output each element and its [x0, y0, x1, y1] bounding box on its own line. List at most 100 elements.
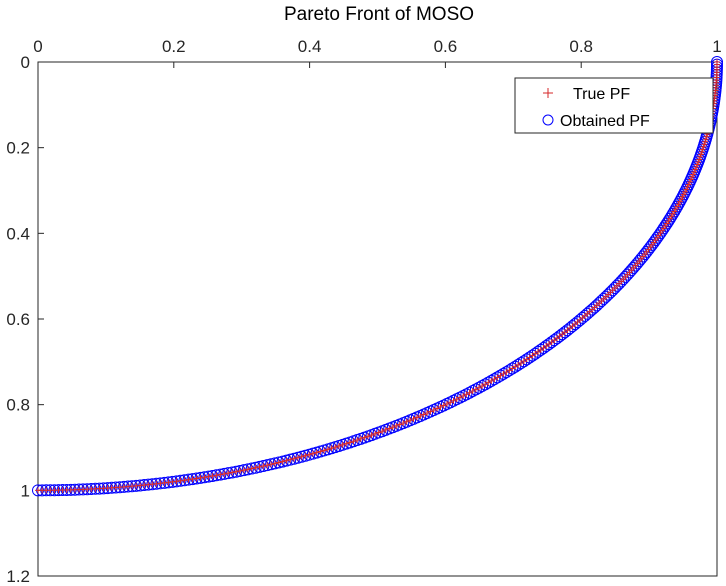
true-pf-point — [328, 445, 335, 452]
y-tick-label: 0.8 — [6, 396, 30, 415]
true-pf-point — [475, 384, 482, 391]
true-pf-point — [372, 430, 379, 437]
true-pf-point — [692, 166, 699, 173]
obtained-pf-point — [597, 292, 610, 305]
x-tick-label: 0.8 — [569, 37, 593, 56]
obtained-pf-point — [245, 462, 258, 475]
true-pf-point — [332, 444, 339, 451]
obtained-pf-point — [237, 464, 250, 477]
obtained-pf-point — [593, 297, 606, 310]
true-pf-point — [463, 391, 470, 398]
legend-plus-marker — [543, 88, 553, 98]
obtained-pf-point — [226, 466, 239, 479]
obtained-pf-point — [613, 277, 626, 290]
obtained-pf-point — [178, 474, 191, 487]
legend-circle-marker — [542, 114, 554, 126]
obtained-pf-point — [485, 374, 498, 387]
obtained-pf-point — [174, 474, 187, 487]
plot-area — [37, 61, 718, 577]
true-pf-point — [294, 454, 301, 461]
true-pf-point — [279, 458, 286, 465]
true-pf-point — [693, 164, 700, 171]
obtained-pf-point — [472, 381, 485, 394]
true-pf-point — [283, 457, 290, 464]
true-pf-point — [430, 407, 437, 414]
true-pf-point — [302, 452, 309, 459]
true-pf-point — [244, 466, 251, 473]
true-pf-point — [324, 446, 331, 453]
obtained-pf-point — [512, 358, 525, 371]
true-pf-point — [361, 434, 368, 441]
obtained-pf-point — [619, 270, 632, 283]
true-pf-point — [403, 418, 410, 425]
true-pf-point — [696, 156, 703, 163]
obtained-pf-point — [617, 273, 630, 286]
true-pf-point — [309, 450, 316, 457]
true-pf-point — [702, 136, 709, 143]
true-pf-point — [389, 424, 396, 431]
true-pf-point — [437, 404, 444, 411]
true-pf-point — [201, 474, 208, 481]
obtained-pf-point — [241, 463, 254, 476]
legend-box — [514, 77, 714, 134]
true-pf-point — [410, 415, 417, 422]
obtained-pf-point — [460, 388, 473, 401]
true-pf-point — [354, 437, 361, 444]
true-pf-point — [386, 425, 393, 432]
true-pf-point — [248, 465, 255, 472]
obtained-pf-point — [482, 376, 495, 389]
true-pf-point — [485, 379, 492, 386]
obtained-pf-point — [230, 465, 243, 478]
true-pf-point — [350, 438, 357, 445]
true-pf-point — [703, 133, 710, 140]
true-pf-point — [275, 459, 282, 466]
obtained-pf-point — [623, 266, 636, 279]
true-pf-point — [714, 59, 720, 65]
obtained-pf-point — [463, 386, 476, 399]
obtained-pf-point — [198, 471, 211, 484]
obtained-pf-point — [515, 357, 528, 370]
obtained-pf-point — [261, 459, 274, 472]
true-pf-point — [479, 383, 486, 390]
obtained-pf-point — [222, 467, 235, 480]
obtained-pf-point — [608, 282, 621, 295]
chart-title: Pareto Front of MOSO — [284, 4, 474, 25]
true-pf-point — [173, 478, 180, 485]
true-pf-point — [382, 426, 389, 433]
true-pf-point — [466, 389, 473, 396]
obtained-pf-point — [253, 460, 266, 473]
obtained-pf-point — [621, 268, 634, 281]
true-pf-point — [225, 470, 232, 477]
true-pf-point — [699, 146, 706, 153]
legend-label-true-pf: True PF — [573, 86, 630, 103]
true-pf-point — [368, 432, 375, 439]
obtained-pf-point — [466, 385, 479, 398]
true-pf-point — [346, 439, 353, 446]
obtained-pf-point — [494, 369, 507, 382]
legend-label-obtained-pf: Obtained PF — [560, 113, 650, 130]
obtained-pf-point — [503, 364, 516, 377]
true-pf-point — [413, 414, 420, 421]
obtained-pf-point — [190, 472, 203, 485]
obtained-pf-point — [265, 458, 278, 471]
obtained-pf-point — [578, 309, 591, 322]
true-pf-point — [357, 435, 364, 442]
true-pf-point — [443, 400, 450, 407]
true-pf-point — [407, 417, 414, 424]
data-marks — [32, 56, 723, 497]
obtained-pf-point — [476, 380, 489, 393]
true-pf-point — [185, 476, 192, 483]
obtained-pf-point — [590, 299, 603, 312]
true-pf-point — [695, 158, 702, 165]
true-pf-point — [229, 469, 236, 476]
obtained-pf-point — [509, 360, 522, 373]
true-pf-point — [393, 422, 400, 429]
obtained-pf-point — [234, 464, 247, 477]
true-pf-point — [298, 453, 305, 460]
obtained-pf-point — [606, 284, 619, 297]
true-pf-point — [447, 399, 454, 406]
obtained-pf-point — [488, 373, 501, 386]
true-pf-point — [420, 411, 427, 418]
legend: True PF Obtained PF — [514, 77, 714, 134]
true-pf-point — [252, 464, 259, 471]
